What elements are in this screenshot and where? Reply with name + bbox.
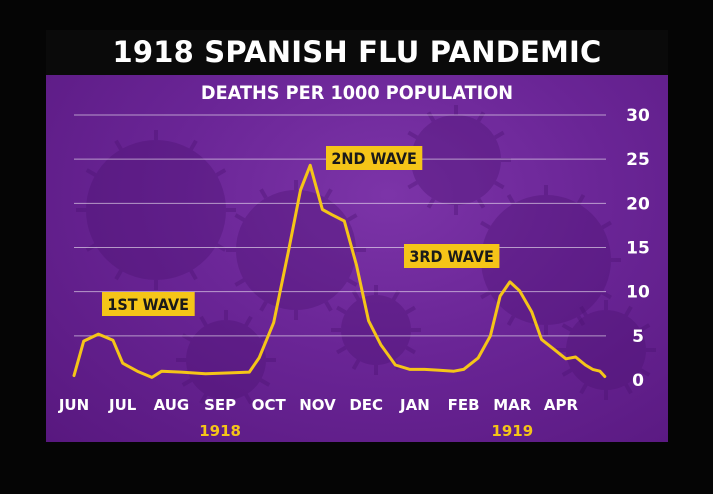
series-line <box>72 163 607 379</box>
virus-spike <box>244 315 253 327</box>
virus-spike <box>639 368 651 377</box>
virus-shape <box>566 310 646 390</box>
x-tick-label: AUG <box>154 396 190 414</box>
virus-spike <box>199 393 208 405</box>
x-tick-label: FEB <box>448 396 480 414</box>
virus-spike <box>351 290 361 301</box>
y-tick-label: 20 <box>626 194 650 214</box>
chart-plot: 0 5 10 15 20 25 30 JUN JUL AUG SEP OCT NOV DEC JAN FEB… <box>58 105 656 440</box>
x-tick-label: NOV <box>299 396 336 414</box>
virus-spike <box>576 194 586 205</box>
virus-spike <box>259 378 271 387</box>
virus-spike <box>624 383 633 395</box>
virus-spike <box>480 220 491 230</box>
virus-spike <box>336 345 347 355</box>
virus-background <box>76 105 656 410</box>
virus-shape <box>86 140 226 280</box>
x-tick-label: JUL <box>108 396 137 414</box>
virus-spike <box>346 278 358 287</box>
x-tick-label: MAR <box>493 396 532 414</box>
virus-spike <box>181 378 193 387</box>
series-line-group <box>72 163 607 379</box>
virus-spike <box>426 111 436 123</box>
virus-spike <box>346 213 358 222</box>
y-tick-label: 0 <box>632 371 644 391</box>
virus-spike <box>324 300 333 312</box>
virus-shape <box>411 115 501 205</box>
virus-spike <box>601 220 612 230</box>
y-tick-label: 10 <box>626 283 650 303</box>
virus-spike <box>114 269 123 281</box>
virus-spike <box>199 315 208 327</box>
virus-spike <box>506 194 516 205</box>
virus-spike <box>336 305 347 315</box>
y-tick-label: 15 <box>626 239 650 259</box>
virus-spike <box>234 278 246 287</box>
x-tick-label: JUN <box>58 396 89 414</box>
year-label: 1918 <box>199 422 241 440</box>
virus-spike <box>215 168 227 177</box>
virus-spike <box>259 300 268 312</box>
x-tick-label: SEP <box>204 396 236 414</box>
virus-spike <box>576 315 586 326</box>
x-tick-label: DEC <box>349 396 383 414</box>
virus-spike <box>407 130 419 140</box>
annotation-1st-wave: 1ST WAVE <box>102 292 195 316</box>
virus-spike <box>493 180 505 190</box>
virus-spike <box>561 368 573 377</box>
virus-spike <box>351 359 361 370</box>
x-tick-label: APR <box>544 396 579 414</box>
title-bar: 1918 SPANISH FLU PANDEMIC <box>46 30 668 75</box>
virus-shape <box>481 195 611 325</box>
virus-shape <box>186 320 266 400</box>
x-tick-label: JAN <box>399 396 430 414</box>
chart-subtitle: DEATHS PER 1000 POPULATION <box>200 82 514 104</box>
x-tick-labels: JUN JUL AUG SEP OCT NOV DEC JAN FEB MAR APR <box>58 396 579 414</box>
virus-spike <box>189 139 198 151</box>
virus-spike <box>579 305 588 317</box>
virus-spike <box>85 168 97 177</box>
virus-spike <box>561 323 573 332</box>
virus-spike <box>244 393 253 405</box>
virus-spike <box>234 213 246 222</box>
virus-spike <box>624 305 633 317</box>
y-tick-label: 5 <box>632 327 644 347</box>
virus-shape <box>341 295 411 365</box>
virus-spike <box>493 130 505 140</box>
year-labels: 1918 1919 <box>199 422 533 440</box>
virus-spike <box>506 315 516 326</box>
virus-spike <box>189 269 198 281</box>
virus-spike <box>114 139 123 151</box>
virus-spike <box>259 188 268 200</box>
virus-spike <box>407 180 419 190</box>
virus-spike <box>405 305 416 315</box>
y-tick-label: 25 <box>626 150 650 170</box>
virus-spike <box>579 383 588 395</box>
chart-frame: 0 5 10 15 20 25 30 JUN JUL AUG SEP OCT NOV DEC JAN FEB… <box>46 30 668 442</box>
virus-spike <box>639 323 651 332</box>
chart-title: 1918 SPANISH FLU PANDEMIC <box>112 35 602 69</box>
virus-spike <box>391 290 401 301</box>
virus-spike <box>601 290 612 300</box>
virus-shape <box>236 190 356 310</box>
year-label: 1919 <box>491 422 533 440</box>
virus-spike <box>480 290 491 300</box>
y-tick-label: 30 <box>626 106 650 126</box>
virus-spike <box>476 111 486 123</box>
y-tick-labels: 0 5 10 15 20 25 30 <box>626 106 650 391</box>
annotation-3rd-wave: 3RD WAVE <box>404 244 500 268</box>
virus-spike <box>405 345 416 355</box>
annotation-2nd-wave: 2ND WAVE <box>326 146 423 170</box>
x-tick-label: OCT <box>252 396 287 414</box>
virus-spike <box>324 188 333 200</box>
